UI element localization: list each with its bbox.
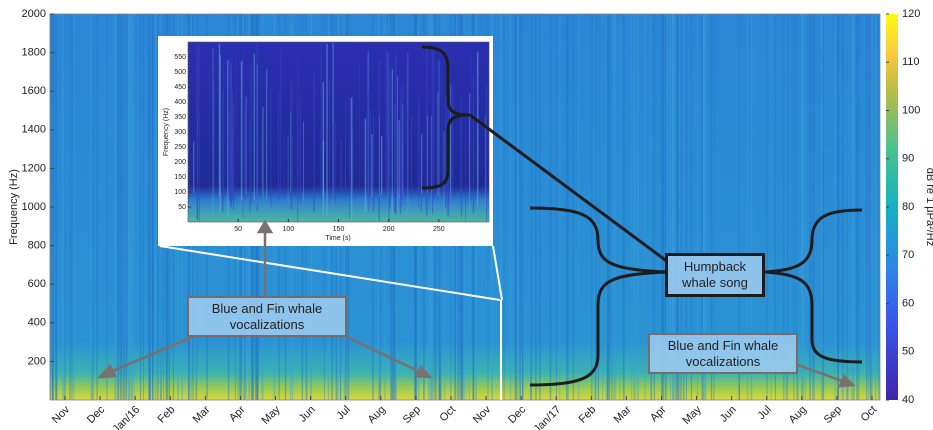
x-tick-label: Jul: [755, 404, 773, 422]
x-tick-label: Feb: [577, 404, 599, 426]
y-tick-label: 2000: [22, 8, 46, 20]
x-tick-label: Jun: [718, 404, 739, 425]
colorbar-tick-label: 50: [902, 346, 914, 358]
x-tick-label: Oct: [438, 404, 459, 425]
inset-y-tick-label: 350: [174, 114, 186, 121]
inset-texture: [188, 42, 488, 222]
colorbar-tick-label: 110: [902, 56, 920, 68]
y-tick-label: 200: [28, 355, 46, 367]
x-tick-label: Sep: [401, 404, 423, 426]
x-tick-label: Jun: [297, 404, 318, 425]
arrow: [797, 363, 846, 384]
zoom-line: [492, 245, 503, 301]
inset-y-tick-label: 450: [174, 84, 186, 91]
colorbar-label: dB re 1 μPa²/Hz: [924, 168, 933, 246]
inset-y-tick-label: 200: [174, 159, 186, 166]
annotation-box: Humpback whale song: [665, 253, 765, 297]
x-tick-label: Oct: [859, 404, 880, 425]
inset-x-tick-label: 250: [433, 226, 445, 233]
colorbar-tick-label: 70: [902, 249, 914, 261]
x-tick-label: May: [681, 403, 705, 427]
annotation-box: Blue and Fin whale vocalizations: [648, 333, 798, 374]
x-tick-label: Feb: [156, 404, 178, 426]
y-axis-label: Frequency (Hz): [8, 169, 20, 245]
y-tick-label: 1400: [22, 124, 46, 136]
y-tick-label: 800: [28, 240, 46, 252]
annotation-box: Blue and Fin whale vocalizations: [187, 296, 347, 337]
y-tick-label: 400: [28, 317, 46, 329]
inset-y-tick-label: 550: [174, 54, 186, 61]
y-tick-label: 1600: [22, 85, 46, 97]
inset-y-tick-label: 50: [178, 204, 186, 211]
x-tick-label: Dec: [506, 403, 529, 426]
inset-y-tick-label: 150: [174, 174, 186, 181]
y-tick-label: 1800: [22, 47, 46, 59]
zoom-line: [159, 245, 501, 301]
x-tick-label: Jan/16: [111, 404, 143, 430]
arrow-head: [838, 373, 856, 388]
colorbar-tick-label: 40: [902, 394, 914, 406]
arrow: [107, 334, 196, 375]
x-tick-label: Aug: [366, 404, 388, 426]
inset-y-tick-label: 400: [174, 99, 186, 106]
arrow-head: [256, 219, 274, 234]
colorbar-tick-label: 120: [902, 8, 920, 20]
inset-y-tick-label: 250: [174, 144, 186, 151]
y-tick-label: 600: [28, 278, 46, 290]
x-tick-label: Aug: [787, 404, 809, 426]
inset-x-tick-label: 50: [234, 226, 242, 233]
connector: [469, 113, 669, 264]
inset-x-tick-label: 100: [282, 226, 294, 233]
x-tick-label: Mar: [612, 403, 634, 425]
colorbar-tick-label: 90: [902, 153, 914, 165]
x-tick-label: Nov: [50, 403, 73, 426]
x-tick-label: Nov: [471, 403, 494, 426]
arrows: [96, 219, 856, 388]
x-tick-label: Apr: [227, 403, 248, 424]
inset-y-label: Frequency (Hz): [163, 108, 170, 156]
x-tick-label: Jul: [334, 404, 352, 422]
y-tick-label: 1000: [22, 201, 46, 213]
arrow: [344, 334, 423, 375]
arrow-head: [96, 363, 117, 379]
arrow-head: [413, 364, 434, 379]
x-tick-label: Dec: [85, 403, 108, 426]
inset-y-tick-label: 500: [174, 69, 186, 76]
x-tick-label: Sep: [822, 404, 844, 426]
brace: [764, 208, 863, 364]
colorbar-tick-label: 60: [902, 297, 914, 309]
inset-y-tick-label: 300: [174, 129, 186, 136]
y-tick-label: 1200: [22, 162, 46, 174]
colorbar-tick-label: 100: [902, 104, 920, 116]
inset-x-tick-label: 200: [383, 226, 395, 233]
colorbar-tick-label: 80: [902, 201, 914, 213]
x-tick-label: Apr: [648, 403, 669, 424]
inset-x-label: Time (s): [325, 235, 350, 242]
x-tick-label: Mar: [191, 403, 213, 425]
inset-y-tick-label: 100: [174, 189, 186, 196]
x-tick-label: May: [260, 403, 284, 427]
x-tick-label: Jan/17: [532, 404, 564, 430]
inset-x-tick-label: 150: [333, 226, 345, 233]
